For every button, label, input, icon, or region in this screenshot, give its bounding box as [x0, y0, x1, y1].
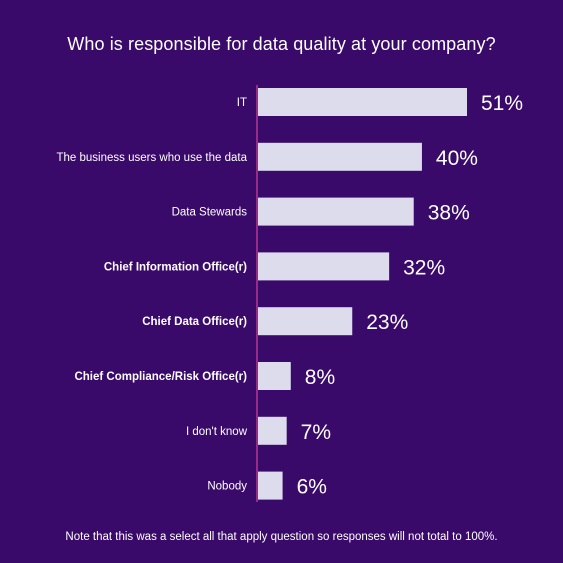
category-label: IT — [237, 97, 247, 109]
bar — [258, 307, 353, 336]
bar — [258, 416, 287, 445]
category-label: The business users who use the data — [56, 152, 247, 164]
bar — [258, 88, 467, 116]
category-label: I don't know — [186, 426, 248, 438]
chart-note: Note that this was a select all that app… — [65, 531, 498, 543]
category-label: Nobody — [207, 481, 247, 493]
bar — [258, 252, 390, 281]
value-label: 6% — [297, 476, 327, 499]
bar — [258, 471, 283, 500]
category-label: Chief Compliance/Risk Office(r) — [74, 371, 247, 383]
category-label: Chief Information Office(r) — [104, 261, 247, 273]
bar — [258, 197, 414, 226]
bar — [258, 362, 291, 390]
bar — [258, 142, 422, 171]
value-label: 40% — [436, 147, 478, 170]
value-label: 32% — [403, 256, 445, 279]
value-label: 8% — [305, 366, 335, 389]
value-label: 38% — [428, 202, 470, 225]
category-label: Data Stewards — [172, 207, 248, 219]
value-label: 23% — [366, 311, 408, 334]
chart-title: Who is responsible for data quality at y… — [67, 34, 496, 54]
category-label: Chief Data Office(r) — [142, 316, 247, 328]
value-label: 51% — [481, 92, 523, 115]
value-label: 7% — [301, 421, 331, 444]
